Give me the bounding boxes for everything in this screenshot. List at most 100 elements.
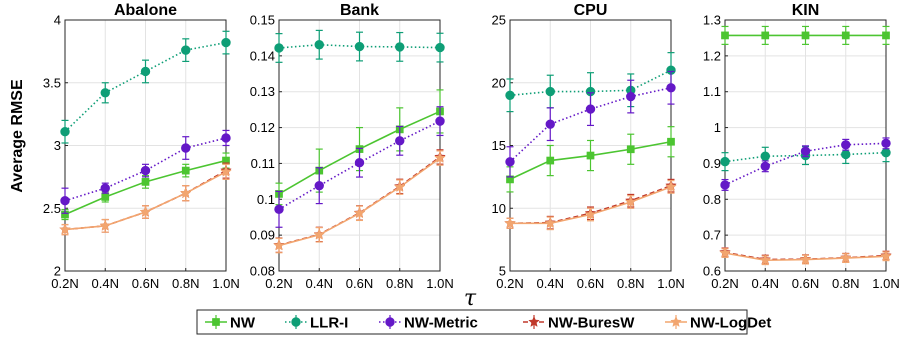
x-tick-label: 0.4N: [537, 276, 564, 291]
panel-title: CPU: [574, 2, 608, 19]
legend-label: NW-BuresW: [548, 315, 635, 332]
legend-marker: [385, 317, 395, 327]
x-tick-label: 0.6N: [346, 276, 373, 291]
y-tick-label: 1.3: [703, 13, 721, 28]
legend-marker: [528, 315, 540, 327]
data-point: [181, 166, 190, 175]
legend-label: NW-LogDet: [690, 315, 771, 332]
series-llr-i: [274, 29, 445, 63]
data-point: [221, 37, 231, 48]
x-tick-label: 0.6N: [577, 276, 604, 291]
data-point: [759, 254, 772, 266]
y-tick-label: 0.09: [250, 228, 275, 243]
y-tick-label: 5: [499, 264, 506, 279]
data-point: [140, 165, 151, 176]
data-point: [881, 147, 891, 158]
data-point: [354, 158, 365, 168]
data-point: [505, 90, 515, 101]
data-point: [181, 45, 191, 55]
x-tick-label: 0.6N: [792, 276, 819, 291]
x-tick-label: 0.8N: [386, 276, 413, 291]
data-point: [434, 151, 446, 163]
y-tick-label: 3.5: [43, 75, 61, 90]
data-point: [60, 126, 70, 137]
legend-item-nw-logdet: NW-LogDet: [665, 315, 771, 332]
x-axis-label: τ: [464, 286, 477, 311]
y-tick-label: 1: [714, 120, 721, 135]
data-point: [100, 88, 110, 98]
data-point: [546, 156, 555, 165]
data-point: [314, 40, 324, 50]
data-point: [881, 138, 891, 149]
data-point: [665, 180, 677, 192]
panel-title: Bank: [340, 2, 379, 19]
data-point: [179, 187, 192, 199]
y-tick-label: 25: [492, 13, 506, 28]
legend-label: LLR-I: [310, 315, 348, 332]
series-nw: [721, 25, 890, 45]
y-tick-label: 0.9: [703, 156, 721, 171]
data-point: [545, 119, 555, 129]
data-point: [801, 31, 810, 40]
data-point: [626, 145, 635, 154]
y-tick-label: 20: [492, 75, 506, 90]
y-tick-label: 1.1: [703, 84, 721, 99]
data-point: [626, 91, 636, 102]
x-tick-label: 0.8N: [172, 276, 199, 291]
data-point: [760, 161, 770, 171]
data-point: [624, 195, 637, 207]
x-tick-label: 1.0N: [657, 276, 684, 291]
data-point: [435, 116, 445, 126]
y-tick-label: 0.08: [250, 264, 275, 279]
data-point: [667, 137, 675, 146]
data-point: [666, 83, 676, 93]
data-point: [719, 246, 731, 259]
data-point: [140, 66, 151, 77]
data-point: [139, 205, 152, 217]
legend-marker: [212, 318, 220, 326]
data-point: [586, 151, 595, 160]
x-tick-label: 0.8N: [617, 276, 644, 291]
data-point: [720, 180, 730, 190]
x-tick-label: 1.0N: [212, 276, 239, 291]
series-nw-logdet: [59, 163, 232, 236]
y-tick-label: 0.11: [251, 156, 275, 171]
data-point: [761, 31, 770, 40]
data-point: [882, 31, 890, 40]
data-point: [59, 223, 71, 235]
data-point: [273, 239, 285, 251]
series-llr-i: [60, 30, 231, 144]
panel-cpu: CPU 5 10 15 20 25 0.2N 0.4N 0.6N 0.8N 1.0N: [492, 2, 685, 291]
y-tick-label: 1.2: [703, 48, 721, 63]
y-tick-label: 15: [492, 138, 506, 153]
series-nw-metric: [60, 129, 231, 214]
data-point: [353, 207, 366, 219]
data-point: [584, 208, 597, 220]
data-point: [880, 250, 892, 262]
legend-item-nw-buresw: NW-BuresW: [523, 315, 635, 332]
x-tick-label: 0.4N: [306, 276, 333, 291]
data-point: [99, 219, 112, 231]
panel-bank: Bank 0.08 0.09 0.1 0.11 0.12 0.13 0.14 0.15 0.2N 0…: [250, 2, 454, 291]
data-point: [841, 140, 851, 150]
data-point: [100, 183, 110, 193]
y-tick-label: 0.8: [703, 192, 721, 207]
data-point: [395, 136, 405, 146]
x-tick-label: 0.6N: [132, 276, 159, 291]
x-tick-label: 0.4N: [92, 276, 119, 291]
y-tick-label: 0.6: [703, 264, 721, 279]
data-point: [274, 43, 284, 53]
y-tick-label: 0.7: [703, 228, 721, 243]
data-point: [435, 42, 445, 53]
legend-marker: [291, 317, 301, 327]
y-tick-label: 0.13: [250, 84, 275, 99]
data-point: [354, 41, 365, 52]
legend-label: NW-Metric: [404, 315, 478, 332]
legend-item-nw-metric: NW-Metric: [379, 315, 478, 332]
y-tick-label: 4: [54, 13, 61, 28]
legend-item-nw: NW: [205, 315, 256, 332]
x-tick-label: 0.8N: [832, 276, 859, 291]
data-point: [504, 217, 516, 229]
data-point: [799, 253, 812, 265]
